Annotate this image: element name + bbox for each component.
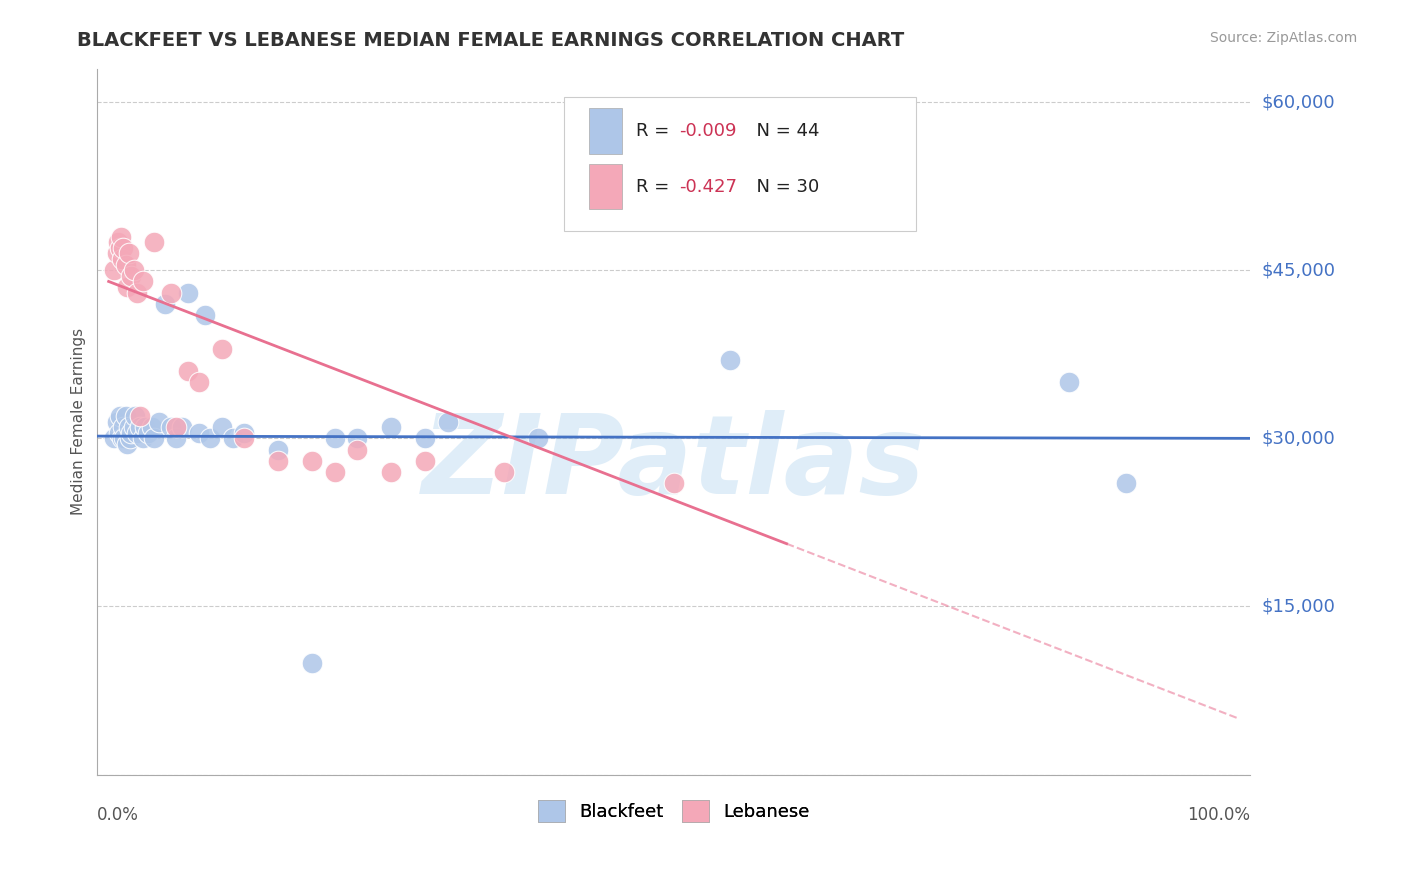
Point <box>108 409 131 423</box>
Point <box>114 258 136 272</box>
Point <box>124 409 146 423</box>
Point <box>112 420 135 434</box>
Point <box>662 476 685 491</box>
Point <box>380 420 402 434</box>
Point <box>148 415 170 429</box>
Point <box>177 285 200 300</box>
Point <box>1115 476 1137 491</box>
Point <box>267 442 290 457</box>
Point <box>129 409 152 423</box>
Point <box>142 235 165 250</box>
Point <box>120 431 142 445</box>
Point <box>120 268 142 283</box>
Point <box>301 454 323 468</box>
Point <box>118 420 141 434</box>
Point <box>125 425 148 440</box>
Point <box>159 420 181 434</box>
Text: ZIPatlas: ZIPatlas <box>422 410 925 517</box>
FancyBboxPatch shape <box>564 96 915 231</box>
Point <box>103 431 125 445</box>
Point <box>122 263 145 277</box>
Text: N = 30: N = 30 <box>745 178 820 195</box>
Point <box>141 420 163 434</box>
Point <box>142 431 165 445</box>
Point <box>110 229 132 244</box>
Point <box>159 285 181 300</box>
Text: -0.427: -0.427 <box>679 178 737 195</box>
Text: R =: R = <box>636 178 675 195</box>
Point <box>233 425 256 440</box>
Point <box>107 235 129 250</box>
Point <box>494 465 516 479</box>
Legend: Blackfeet, Lebanese: Blackfeet, Lebanese <box>530 793 817 829</box>
Point <box>103 263 125 277</box>
Point <box>108 425 131 440</box>
Point <box>222 431 245 445</box>
Point <box>134 420 156 434</box>
Point <box>188 425 211 440</box>
Text: $60,000: $60,000 <box>1261 93 1336 112</box>
Point <box>114 409 136 423</box>
Point <box>346 442 368 457</box>
Point <box>211 420 233 434</box>
Point <box>188 376 211 390</box>
Point <box>114 431 136 445</box>
Text: 0.0%: 0.0% <box>97 806 139 824</box>
Point <box>105 246 128 260</box>
Point <box>436 415 458 429</box>
Point <box>323 431 346 445</box>
Text: BLACKFEET VS LEBANESE MEDIAN FEMALE EARNINGS CORRELATION CHART: BLACKFEET VS LEBANESE MEDIAN FEMALE EARN… <box>77 31 904 50</box>
Text: -0.009: -0.009 <box>679 122 737 140</box>
Point <box>115 280 138 294</box>
FancyBboxPatch shape <box>589 108 621 154</box>
Point <box>301 656 323 670</box>
Point <box>136 425 159 440</box>
Y-axis label: Median Female Earnings: Median Female Earnings <box>72 328 86 515</box>
Point <box>165 420 187 434</box>
Point <box>118 246 141 260</box>
Text: $30,000: $30,000 <box>1261 429 1336 448</box>
Point <box>527 431 550 445</box>
Point <box>111 431 134 445</box>
Point <box>111 252 134 266</box>
Point <box>115 437 138 451</box>
Text: Source: ZipAtlas.com: Source: ZipAtlas.com <box>1209 31 1357 45</box>
Point <box>1057 376 1080 390</box>
Point <box>718 352 741 367</box>
Text: $45,000: $45,000 <box>1261 261 1336 279</box>
Point <box>194 308 217 322</box>
Point <box>172 420 194 434</box>
Point <box>131 431 153 445</box>
Point <box>129 420 152 434</box>
Point <box>413 454 436 468</box>
Text: 100.0%: 100.0% <box>1187 806 1250 824</box>
Point <box>323 465 346 479</box>
Point <box>380 465 402 479</box>
Text: R =: R = <box>636 122 675 140</box>
Text: N = 44: N = 44 <box>745 122 820 140</box>
Point <box>125 285 148 300</box>
Point <box>413 431 436 445</box>
Text: $15,000: $15,000 <box>1261 598 1336 615</box>
Point <box>177 364 200 378</box>
Point <box>120 425 142 440</box>
Point <box>346 431 368 445</box>
Point <box>105 415 128 429</box>
Point <box>153 297 176 311</box>
Point <box>108 241 131 255</box>
Point <box>211 342 233 356</box>
FancyBboxPatch shape <box>589 163 621 210</box>
Point <box>233 431 256 445</box>
Point <box>165 431 187 445</box>
Point <box>200 431 222 445</box>
Point <box>131 275 153 289</box>
Point <box>122 420 145 434</box>
Point <box>267 454 290 468</box>
Point <box>112 241 135 255</box>
